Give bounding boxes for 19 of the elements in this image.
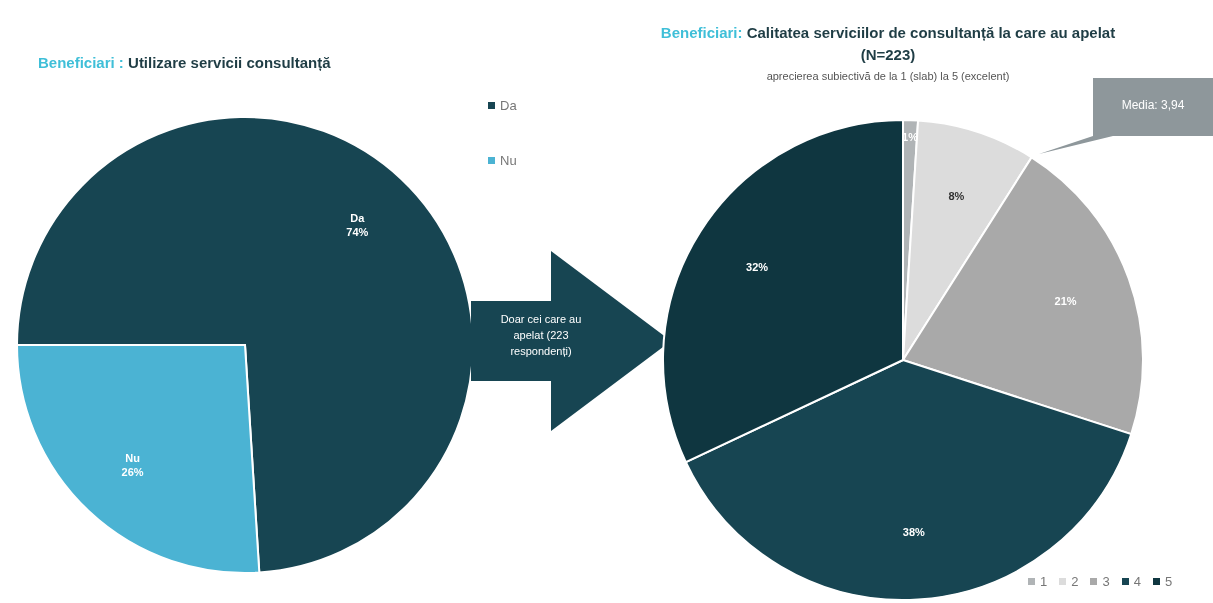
- legend-label: Nu: [499, 153, 517, 168]
- data-label: 8%: [948, 189, 965, 202]
- data-label: Da 74%: [346, 212, 369, 239]
- chart-subtitle: aprecierea subiectivă de la 1 (slab) la 5 (excelent): [765, 70, 1011, 82]
- data-label: 21%: [1054, 295, 1077, 308]
- chart-title: Beneficiari: Calitatea serviciilor de consultanță la care au apelat (N=223): [660, 24, 1116, 63]
- data-label: 32%: [746, 261, 769, 274]
- data-label: 38%: [902, 526, 926, 539]
- legend-label: 2: [1070, 574, 1079, 589]
- chart-title: Beneficiari : Utilizare servicii consultanță: [38, 54, 331, 71]
- pie-slice: [16, 116, 474, 574]
- text: Doar cei care au apelat (223 respondenți): [499, 312, 583, 359]
- legend-label: Da: [499, 98, 517, 113]
- legend-label: 3: [1101, 574, 1110, 589]
- legend-label: 1: [1039, 574, 1048, 589]
- legend-label: 4: [1132, 574, 1141, 589]
- data-label: Nu 26%: [121, 451, 144, 478]
- text: Media: 3,94: [1120, 98, 1186, 112]
- legend-label: 5: [1163, 574, 1173, 589]
